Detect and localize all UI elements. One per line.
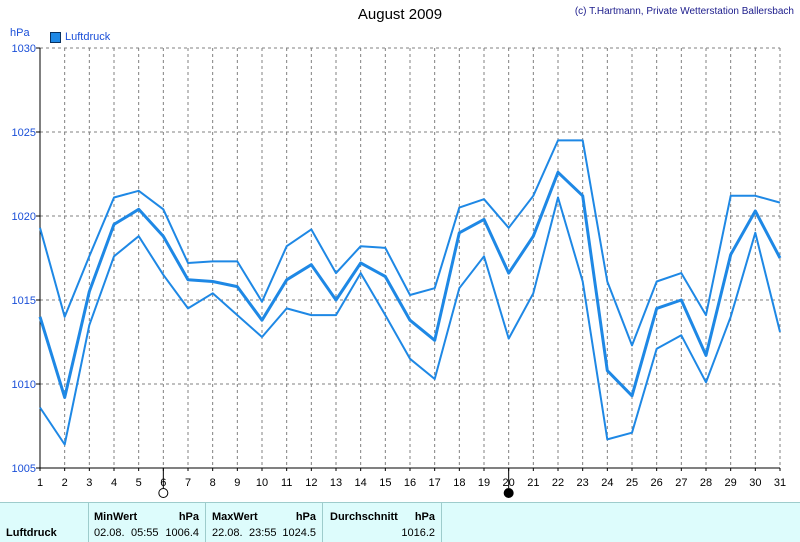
x-tick-label: 18 — [453, 477, 465, 489]
new-moon-icon — [503, 488, 514, 498]
x-tick-label: 8 — [210, 477, 216, 489]
stats-row-label: Luftdruck — [6, 527, 57, 539]
x-tick-label: 19 — [478, 477, 490, 489]
avg-value: 1016.2 — [401, 527, 435, 539]
stats-row-label-cell: Luftdruck — [0, 503, 89, 542]
x-tick-label: 17 — [429, 477, 441, 489]
y-axis-unit: hPa — [10, 27, 30, 39]
y-tick-label: 1015 — [12, 295, 36, 307]
x-tick-label: 1 — [37, 477, 43, 489]
x-tick-label: 27 — [675, 477, 687, 489]
full-moon-icon — [158, 488, 169, 498]
legend-swatch — [50, 31, 61, 43]
pressure-chart: 1005101010151020102510301234567891011121… — [12, 43, 786, 498]
x-tick-label: 15 — [379, 477, 391, 489]
x-tick-label: 7 — [185, 477, 191, 489]
x-tick-label: 14 — [355, 477, 367, 489]
min-header: MinWert — [94, 511, 138, 523]
min-date: 02.08. — [94, 527, 125, 539]
stats-table: Luftdruck MinWert hPa 02.08. 05:55 1006.… — [0, 502, 800, 542]
max-time: 23:55 — [249, 527, 277, 539]
legend-label: Luftdruck — [65, 31, 111, 43]
y-tick-label: 1025 — [12, 127, 36, 139]
y-tick-label: 1005 — [12, 463, 36, 475]
x-tick-label: 10 — [256, 477, 268, 489]
x-tick-label: 23 — [577, 477, 589, 489]
max-header: MaxWert — [212, 511, 258, 523]
x-tick-label: 13 — [330, 477, 342, 489]
min-time: 05:55 — [131, 527, 159, 539]
x-tick-label: 28 — [700, 477, 712, 489]
x-tick-label: 25 — [626, 477, 638, 489]
avg-unit: hPa — [414, 511, 435, 523]
series-line-max — [39, 139, 781, 347]
series-line-avg — [38, 170, 782, 399]
series-line-min — [39, 196, 781, 446]
x-tick-label: 30 — [749, 477, 761, 489]
y-tick-label: 1010 — [12, 379, 36, 391]
x-tick-label: 16 — [404, 477, 416, 489]
min-value: 1006.4 — [165, 527, 199, 539]
x-tick-label: 22 — [552, 477, 564, 489]
x-tick-label: 12 — [305, 477, 317, 489]
x-tick-label: 5 — [136, 477, 142, 489]
y-tick-label: 1020 — [12, 211, 36, 223]
x-tick-label: 2 — [62, 477, 68, 489]
y-tick-label: 1030 — [12, 43, 36, 55]
x-tick-label: 21 — [527, 477, 539, 489]
max-value: 1024.5 — [282, 527, 316, 539]
x-tick-label: 29 — [725, 477, 737, 489]
x-tick-label: 31 — [774, 477, 786, 489]
x-tick-label: 24 — [601, 477, 613, 489]
x-tick-label: 4 — [111, 477, 117, 489]
x-tick-label: 3 — [86, 477, 92, 489]
stats-max-cell: MaxWert hPa 22.08. 23:55 1024.5 — [206, 503, 323, 542]
copyright-text: (c) T.Hartmann, Private Wetterstation Ba… — [574, 6, 794, 17]
x-tick-label: 9 — [234, 477, 240, 489]
min-unit: hPa — [178, 511, 199, 523]
stats-min-cell: MinWert hPa 02.08. 05:55 1006.4 — [89, 503, 206, 542]
stats-avg-cell: Durchschnitt hPa 1016.2 — [323, 503, 442, 542]
max-unit: hPa — [295, 511, 316, 523]
max-date: 22.08. — [212, 527, 243, 539]
legend: Luftdruck — [50, 31, 110, 43]
chart-title: August 2009 — [357, 6, 443, 23]
x-tick-label: 11 — [281, 477, 292, 489]
avg-header: Durchschnitt — [330, 511, 398, 523]
x-tick-label: 26 — [651, 477, 663, 489]
